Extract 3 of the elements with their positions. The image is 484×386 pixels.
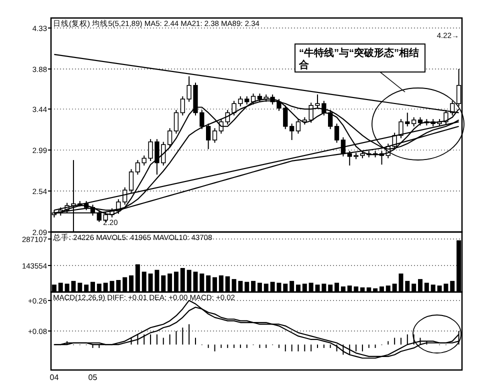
annotation: “牛特线”与“突破形态”相结合: [298, 47, 419, 71]
x-tick-label: 05: [88, 373, 98, 382]
x-tick-label: 04: [50, 373, 60, 382]
